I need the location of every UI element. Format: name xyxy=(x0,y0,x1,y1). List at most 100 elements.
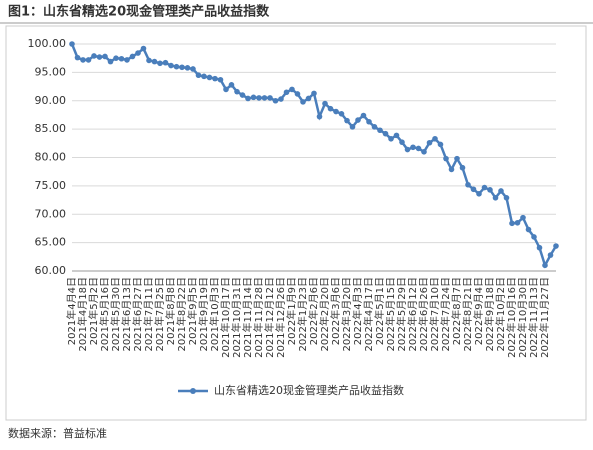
data-point xyxy=(74,54,81,61)
y-tick-label: 70.00 xyxy=(35,207,67,220)
data-point xyxy=(514,219,521,226)
y-tick-label: 100.00 xyxy=(28,37,67,50)
data-point xyxy=(261,95,268,101)
data-point xyxy=(311,90,317,97)
data-point xyxy=(327,105,334,112)
data-point xyxy=(316,113,323,120)
x-tick-label: 2021年5月30日 xyxy=(109,277,122,352)
data-point xyxy=(415,145,422,152)
data-point xyxy=(487,187,493,193)
x-tick-label: 2021年8月8日 xyxy=(164,277,177,345)
chart-frame xyxy=(5,25,587,421)
x-tick-label: 2021年7月11日 xyxy=(142,277,155,352)
data-point xyxy=(173,63,180,70)
data-point xyxy=(553,243,559,249)
data-point xyxy=(245,95,251,102)
x-tick-label: 2022年9月18日 xyxy=(483,277,496,352)
data-point xyxy=(250,94,257,101)
data-point xyxy=(547,252,554,258)
data-point xyxy=(107,58,114,65)
data-point xyxy=(113,55,119,61)
data-point xyxy=(206,74,213,81)
data-point xyxy=(85,57,92,63)
y-tick-label: 60.00 xyxy=(35,264,67,277)
x-tick-label: 2021年4月4日 xyxy=(65,277,78,345)
data-point xyxy=(476,191,482,197)
data-point xyxy=(377,127,383,134)
data-point xyxy=(294,91,301,97)
data-point xyxy=(300,99,306,105)
data-point xyxy=(355,117,361,123)
data-point xyxy=(102,53,108,60)
data-point xyxy=(201,73,207,80)
x-tick-label: 2021年10月17日 xyxy=(219,277,232,358)
data-point xyxy=(190,66,196,72)
x-tick-label: 2022年11月27日 xyxy=(538,277,551,358)
y-tick-label: 95.00 xyxy=(35,65,67,78)
data-point xyxy=(80,57,86,63)
y-tick-label: 75.00 xyxy=(35,179,67,192)
y-tick-label: 80.00 xyxy=(35,151,67,164)
x-tick-label: 2021年9月19日 xyxy=(197,277,210,352)
x-tick-label: 2021年5月16日 xyxy=(98,277,111,352)
x-tick-label: 2021年6月13日 xyxy=(120,277,133,352)
data-point xyxy=(421,149,427,155)
data-point xyxy=(360,112,367,119)
x-tick-label: 2022年6月12日 xyxy=(406,277,419,352)
data-point xyxy=(443,155,449,162)
data-point xyxy=(470,186,477,193)
x-tick-label: 2021年10月3日 xyxy=(208,277,221,352)
source-note: 数据来源：普益标准 xyxy=(8,426,107,440)
x-tick-label: 2022年5月1日 xyxy=(373,277,386,345)
data-point xyxy=(278,96,284,102)
x-tick-label: 2021年4月18日 xyxy=(76,277,89,352)
data-point xyxy=(96,54,103,60)
x-tick-label: 2021年6月27日 xyxy=(131,277,144,352)
data-point xyxy=(157,60,163,67)
data-point xyxy=(179,64,185,71)
x-tick-label: 2021年7月25日 xyxy=(153,277,166,352)
data-point xyxy=(426,139,433,146)
data-point xyxy=(536,244,543,251)
x-tick-label: 2022年3月20日 xyxy=(340,277,353,352)
data-point xyxy=(366,118,372,125)
x-tick-label: 2022年9月4日 xyxy=(472,277,485,345)
x-tick-label: 2022年10月30日 xyxy=(516,277,529,358)
data-point xyxy=(228,82,235,88)
data-point xyxy=(168,62,174,69)
x-tick-label: 2021年10月31日 xyxy=(230,277,243,358)
x-tick-label: 2021年11月28日 xyxy=(252,277,265,358)
data-point xyxy=(129,53,136,60)
x-tick-label: 2022年4月17日 xyxy=(362,277,375,352)
data-point xyxy=(195,72,202,79)
data-point xyxy=(388,135,394,142)
data-point xyxy=(465,181,471,188)
x-tick-label: 2022年6月26日 xyxy=(417,277,430,352)
data-point xyxy=(509,220,515,227)
data-point xyxy=(267,95,273,101)
data-point xyxy=(344,117,350,124)
x-tick-label: 2022年3月6日 xyxy=(329,277,342,345)
data-point xyxy=(272,97,279,104)
y-tick-label: 85.00 xyxy=(35,122,67,135)
data-point xyxy=(322,100,328,107)
data-point xyxy=(371,124,378,130)
data-point xyxy=(135,50,141,56)
data-point xyxy=(492,194,499,201)
data-point xyxy=(410,144,416,151)
y-tick-label: 90.00 xyxy=(35,94,67,107)
data-point xyxy=(399,139,405,145)
x-tick-label: 2022年5月15日 xyxy=(384,277,397,352)
data-point xyxy=(503,194,510,201)
data-point xyxy=(454,155,460,162)
x-tick-label: 2022年4月3日 xyxy=(351,277,364,345)
data-point xyxy=(118,55,125,62)
x-tick-label: 2022年5月29日 xyxy=(395,277,408,352)
data-point xyxy=(239,92,246,98)
data-point xyxy=(69,41,75,47)
x-tick-label: 2021年12月12日 xyxy=(263,277,276,358)
data-point xyxy=(531,234,537,240)
x-tick-label: 2021年11月14日 xyxy=(241,277,254,358)
data-point xyxy=(217,76,224,83)
